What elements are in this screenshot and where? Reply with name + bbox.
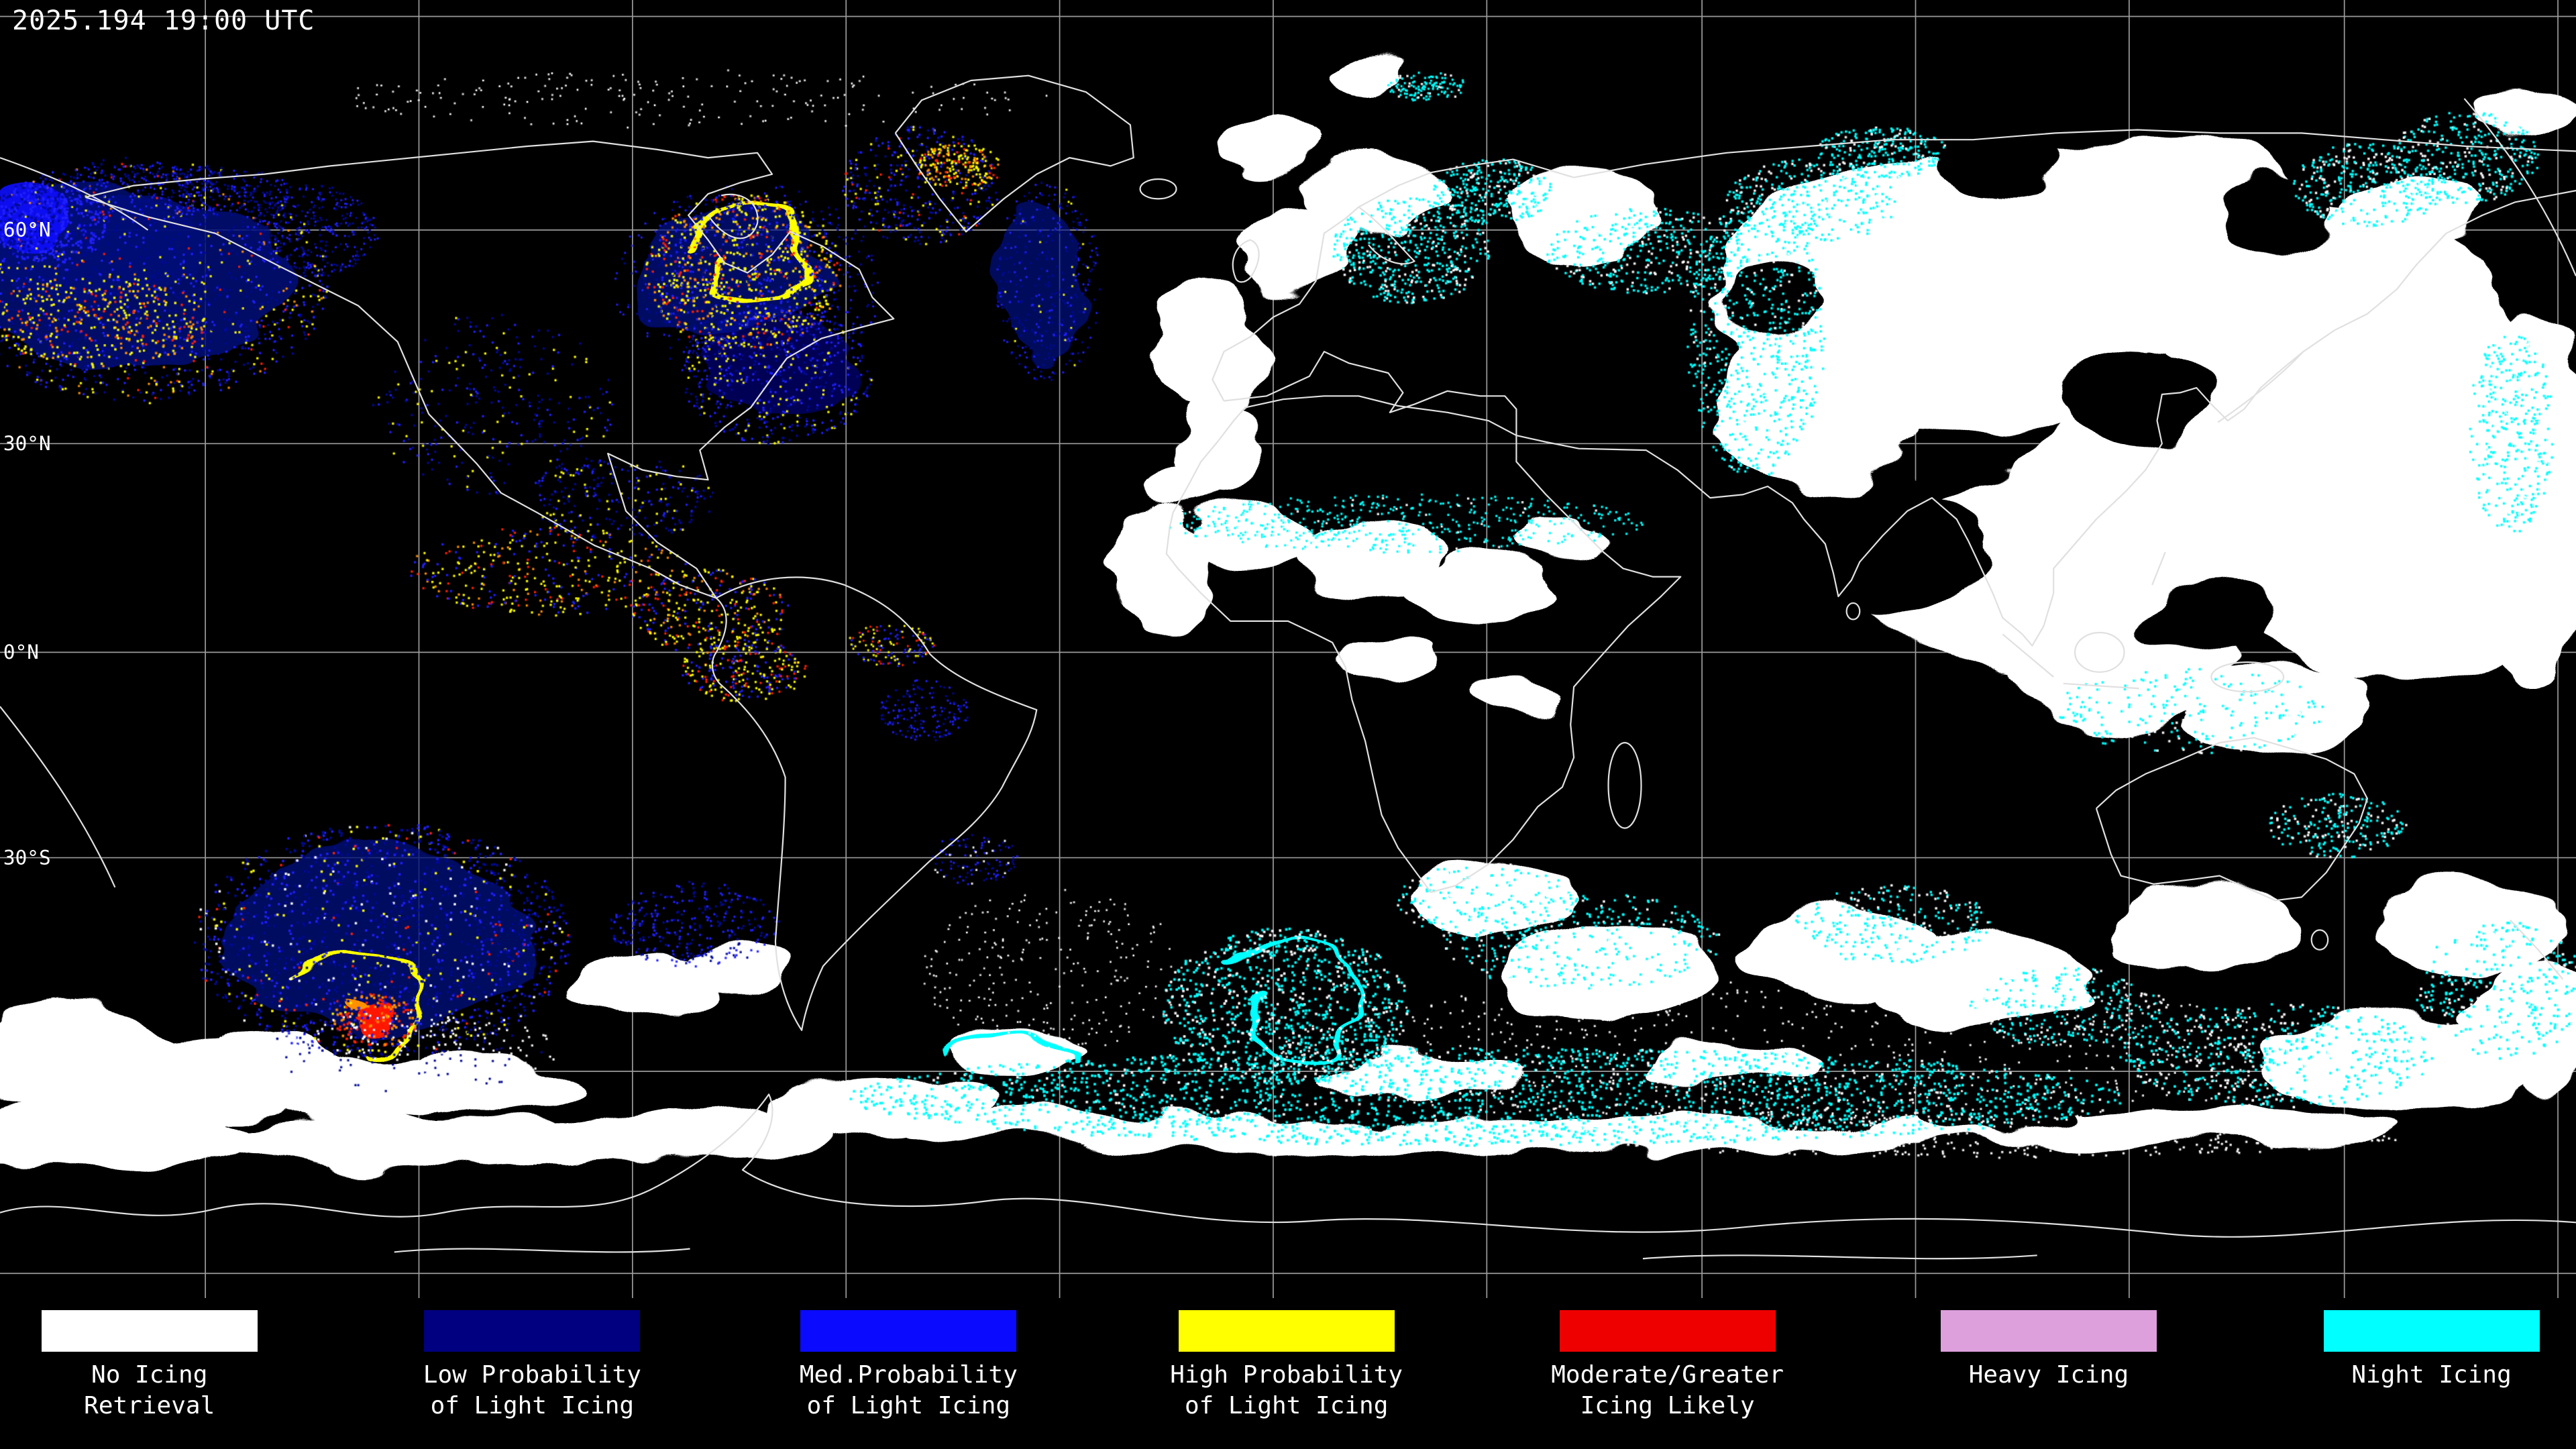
legend-item-low-prob: Low Probability of Light Icing [317,1310,747,1421]
legend-swatch [1940,1310,2157,1352]
legend-label: Night Icing [2351,1360,2511,1391]
legend-swatch [424,1310,641,1352]
coastline-path [85,140,895,599]
legend-item-heavy: Heavy Icing [1834,1310,2263,1391]
coastline-path [2063,682,2139,690]
island-outline [2210,661,2285,693]
legend-label: Moderate/Greater Icing Likely [1551,1360,1784,1421]
legend-label-line: Heavy Icing [1968,1361,2129,1389]
coastline-path [1212,158,1574,402]
legend-item-med-prob: Med.Probability of Light Icing [694,1310,1123,1421]
latitude-label: 30°N [3,432,51,455]
coastline-path [711,576,1038,1031]
latitude-label: 0°N [3,641,39,663]
legend-item-no-icing: No Icing Retrieval [0,1310,364,1421]
coastline-path [0,1093,2576,1238]
legend-item-high-prob: High Probability of Light Icing [1072,1310,1501,1421]
coastline-path [1516,190,2576,647]
island-outline [1139,178,1177,200]
legend-item-night: Night Icing [2217,1310,2576,1391]
speckle-layer [0,0,2576,1298]
legend-label: Heavy Icing [1969,1360,2129,1391]
legend-label-line: Icing Likely [1580,1392,1755,1419]
coastline-path [2151,551,2166,586]
coastline-path [394,1248,690,1253]
legend-label-line: Retrieval [84,1392,215,1419]
legend-label-line: High Probability [1170,1361,1403,1389]
legend-label-line: No Icing [91,1361,208,1389]
coastline-path [707,193,759,239]
coastline-path [1165,395,1682,894]
legend-swatch [1178,1310,1395,1352]
island-outline [1845,602,1861,621]
coastline-path [2510,919,2564,980]
legend-swatch [1559,1310,1776,1352]
legend-bar: No Icing Retrieval Low Probability of Li… [0,1298,2576,1449]
legend-label-line: Night Icing [2351,1361,2512,1389]
island-outline [2074,631,2125,673]
legend-label-line: Moderate/Greater [1551,1361,1784,1389]
coastline-layer: 60°N 30°N 0°N 30°S 60°S [0,74,2576,1260]
legend-label-line: of Light Icing [1184,1392,1389,1419]
coastline-path [1232,239,1260,283]
coastline-path [2217,351,2304,423]
island-outline [1607,742,1642,829]
legend-item-moderate: Moderate/Greater Icing Likely [1453,1310,1882,1421]
coastline-path [1642,1254,2037,1260]
coastline-path [0,706,116,888]
legend-swatch [2323,1310,2540,1352]
legend-label: Low Probability of Light Icing [423,1360,641,1421]
coastline-path [2463,98,2576,276]
legend-label-line: Low Probability [423,1361,641,1389]
latitude-label: 60°S [3,1060,51,1083]
coastline-path [894,74,1134,233]
latitude-label: 60°N [3,219,51,241]
legend-label-line: Med.Probability [799,1361,1018,1389]
coastline-path [1573,129,2576,178]
legend-label: Med.Probability of Light Icing [800,1360,1018,1421]
world-map: 60°N 30°N 0°N 30°S 60°S 2025.194 19:00 UTC [0,0,2576,1298]
legend-label-line: of Light Icing [430,1392,635,1419]
coastline-path [1358,206,1415,265]
island-outline [2310,929,2329,951]
coastline-path [0,157,149,231]
legend-swatch [800,1310,1017,1352]
coastline-path [2095,737,2369,902]
coastline-path [2002,633,2054,678]
legend-swatch [41,1310,258,1352]
timestamp-label: 2025.194 19:00 UTC [12,5,315,36]
legend-label: No Icing Retrieval [84,1360,215,1421]
coastline-path [1224,351,1517,436]
legend-label-line: of Light Icing [806,1392,1011,1419]
latitude-label: 30°S [3,846,51,869]
legend-label: High Probability of Light Icing [1170,1360,1403,1421]
